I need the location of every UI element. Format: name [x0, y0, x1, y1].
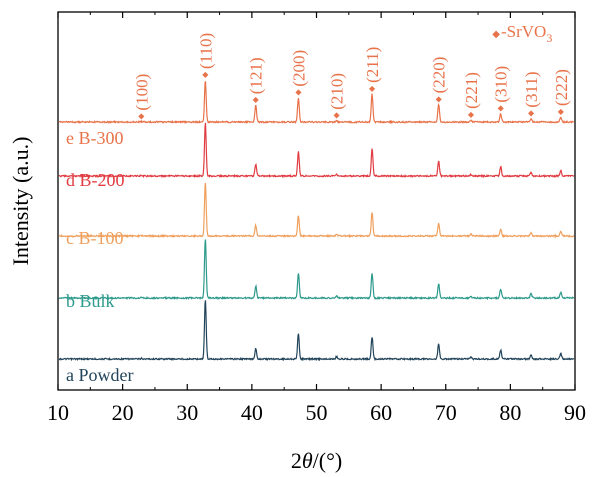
series-label-2: b Bulk [66, 291, 115, 311]
peak-label: (110) [196, 33, 215, 69]
y-axis-label: Intensity (a.u.) [8, 137, 33, 266]
series-line-2 [58, 239, 575, 301]
peak-marker-icon: ◆ [498, 104, 505, 113]
series-line-3 [58, 182, 575, 239]
x-tick-label: 10 [47, 400, 69, 425]
x-axis-label-theta: θ [302, 448, 313, 473]
x-tick-label: 30 [176, 400, 198, 425]
peak-marker-icon: ◆ [468, 110, 475, 119]
x-tick-label: 80 [499, 400, 521, 425]
peak-label: (200) [289, 50, 308, 87]
peak-label: (100) [132, 74, 151, 111]
x-tick-label: 50 [306, 400, 328, 425]
series-label-1: a Powder [66, 365, 133, 385]
peak-label: (121) [247, 57, 266, 94]
peak-label: (221) [462, 72, 481, 109]
peak-label: (211) [363, 47, 382, 83]
peak-marker-icon: ◆ [138, 112, 145, 121]
x-tick-label: 40 [241, 400, 263, 425]
peak-marker-icon: ◆ [369, 84, 376, 93]
x-axis-label-suffix: /(°) [313, 448, 343, 473]
series-label-5: e B-300 [66, 128, 124, 148]
legend-label-text: -SrVO [501, 22, 546, 41]
peak-label: (220) [430, 57, 449, 94]
peak-marker-icon: ◆ [295, 88, 302, 97]
legend-label: -SrVO3 [501, 22, 552, 45]
peak-marker-icon: ◆ [202, 70, 209, 79]
peak-marker-icon: ◆ [528, 109, 535, 118]
peak-label: (222) [552, 69, 571, 106]
x-axis-label-prefix: 2 [291, 448, 302, 473]
series-line-1 [58, 300, 575, 362]
series-label-4: d B-200 [66, 170, 125, 190]
series-line-5 [58, 81, 575, 125]
peak-marker-icon: ◆ [558, 107, 565, 116]
peak-label-layer: ◆(100) ◆(110)◆(121) ◆(200)◆(210) ◆(211)◆(22… [132, 33, 570, 121]
legend-marker-icon: ◆ [492, 29, 500, 40]
x-tick-label: 20 [112, 400, 134, 425]
peak-label: (210) [328, 73, 347, 110]
peak-marker-icon: ◆ [333, 111, 340, 120]
peak-label: (311) [522, 71, 541, 107]
series-layer [58, 81, 575, 362]
series-line-4 [58, 122, 575, 179]
legend-label-subscript: 3 [546, 31, 552, 45]
legend: ◆ -SrVO3 [492, 22, 552, 45]
peak-label: (310) [492, 66, 511, 103]
peak-marker-icon: ◆ [253, 95, 260, 104]
x-tick-label: 70 [435, 400, 457, 425]
peak-marker-icon: ◆ [436, 94, 443, 103]
x-tick-label: 90 [564, 400, 586, 425]
tick-layer: 10 20 30 40 50 60 70 80 90 [47, 12, 586, 425]
x-axis-label: 2θ/(°) [291, 448, 342, 473]
series-label-3: c B-100 [66, 228, 124, 248]
series-label-layer: a Powder b Bulk c B-100 d B-200 e B-300 [66, 128, 133, 385]
x-tick-label: 60 [370, 400, 392, 425]
